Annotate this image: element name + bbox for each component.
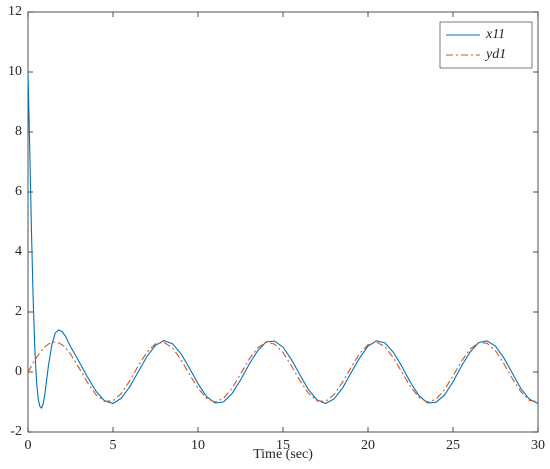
y-tick-label: 12 [8, 4, 22, 19]
x-tick-label: 30 [531, 438, 545, 453]
y-tick-label: 4 [15, 244, 22, 259]
x-axis-label: Time (sec) [253, 447, 313, 462]
x-tick-label: 0 [25, 438, 32, 453]
series-line [27, 71, 539, 409]
x-tick-label: 15 [276, 438, 290, 453]
x-tick-label: 10 [191, 438, 205, 453]
plot-frame [27, 11, 539, 433]
x-tick-label: 25 [446, 438, 460, 453]
series-line [27, 341, 539, 403]
y-tick-label: 2 [15, 304, 22, 319]
y-tick-label: 8 [15, 124, 22, 139]
y-tick-label: -2 [10, 424, 22, 439]
y-tick-label: 0 [15, 364, 22, 379]
legend-box [439, 21, 533, 69]
legend-label: x11 [485, 27, 505, 42]
y-tick-label: 10 [8, 64, 22, 79]
x-tick-label: 20 [361, 438, 375, 453]
x-tick-label: 5 [110, 438, 117, 453]
y-tick-label: 6 [15, 184, 22, 199]
legend-label: yd1 [484, 47, 506, 62]
